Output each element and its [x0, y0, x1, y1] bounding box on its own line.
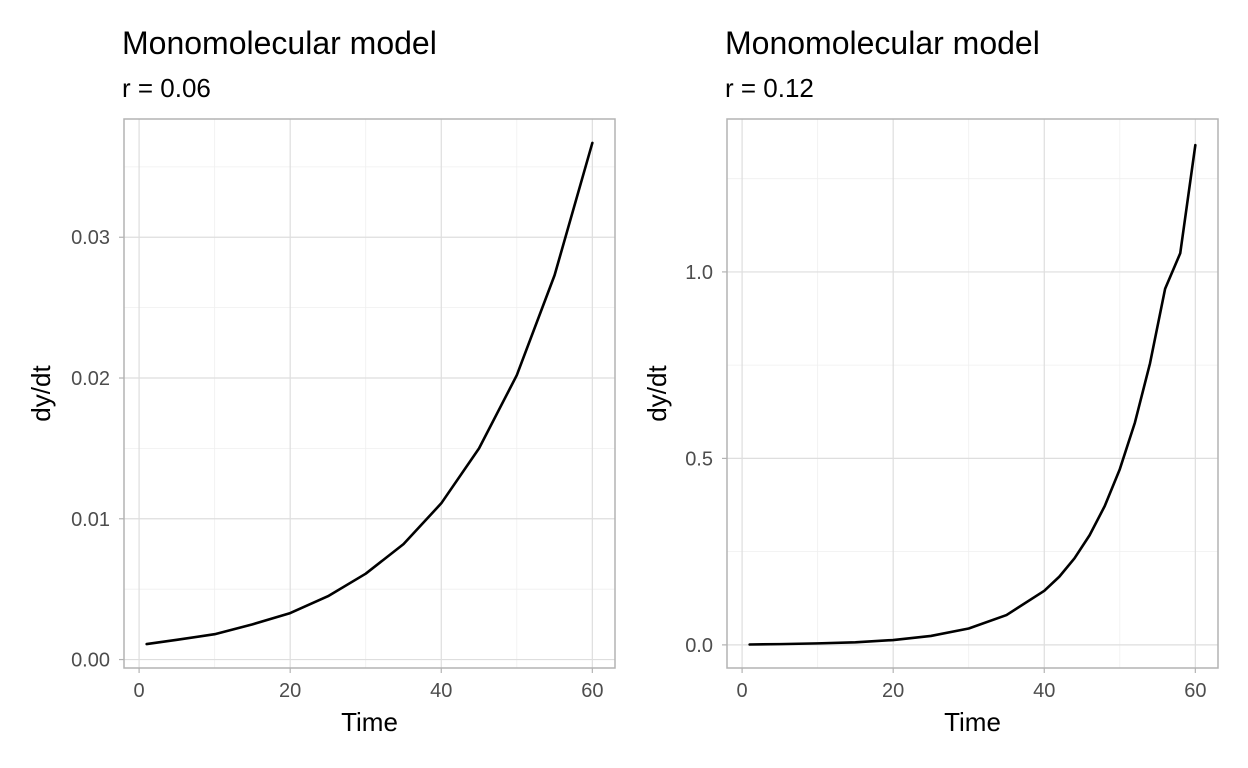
panel-border: [123, 118, 616, 669]
panel-border: [726, 118, 1219, 669]
y-tick-label: 0.03: [71, 227, 110, 249]
y-tick-label: 0.5: [685, 448, 713, 470]
chart-title: Monomolecular model: [725, 25, 1040, 61]
y-axis-title: dy/dt: [26, 365, 56, 422]
y-tick-label: 0.02: [71, 368, 110, 390]
chart-title: Monomolecular model: [122, 25, 437, 61]
chart-subtitle: r = 0.06: [122, 73, 211, 103]
x-axis-title: Time: [944, 707, 1001, 737]
x-tick-label: 60: [581, 680, 603, 702]
chart-subtitle: r = 0.12: [725, 73, 814, 103]
series-line: [145, 141, 594, 646]
series-line: [748, 143, 1197, 646]
x-tick-label: 0: [134, 680, 145, 702]
y-tick-label: 1.0: [685, 262, 713, 284]
x-tick-label: 40: [1033, 680, 1055, 702]
x-tick-label: 20: [882, 680, 904, 702]
y-tick-label: 0.00: [71, 650, 110, 672]
y-tick-label: 0.0: [685, 635, 713, 657]
y-tick-label: 0.01: [71, 509, 110, 531]
x-tick-label: 60: [1184, 680, 1206, 702]
chart-panel-2: 0 20 40 60 0.0 0.5 1.0 Monomolecular model r = 0…: [642, 25, 1219, 737]
y-axis-title: dy/dt: [642, 365, 672, 422]
x-tick-label: 20: [279, 680, 301, 702]
x-tick-label: 40: [430, 680, 452, 702]
x-tick-label: 0: [737, 680, 748, 702]
chart-panel-1: 0 20 40 60 0.00 0.01 0.02 0.03 Monomolecular mod…: [26, 25, 616, 737]
x-axis-title: Time: [341, 707, 398, 737]
